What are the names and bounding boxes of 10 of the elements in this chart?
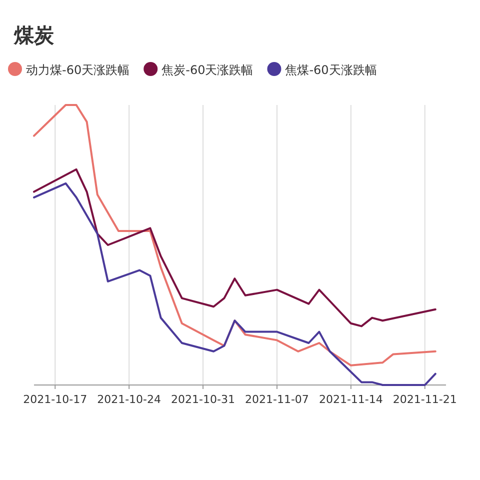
legend-label: 动力煤-60天涨跌幅 <box>26 63 130 77</box>
x-tick-label: 2021-11-07 <box>245 393 309 406</box>
legend-label: 焦煤-60天涨跌幅 <box>285 63 377 77</box>
x-tick-label: 2021-10-31 <box>171 393 235 406</box>
x-tick-label: 2021-10-17 <box>23 393 88 406</box>
legend-label: 焦炭-60天涨跌幅 <box>162 63 254 77</box>
chart-title: 煤炭 <box>13 23 55 47</box>
x-tick-label: 2021-11-21 <box>392 393 457 406</box>
x-tick-label: 2021-10-24 <box>97 393 162 406</box>
x-tick-label: 2021-11-14 <box>318 393 383 406</box>
